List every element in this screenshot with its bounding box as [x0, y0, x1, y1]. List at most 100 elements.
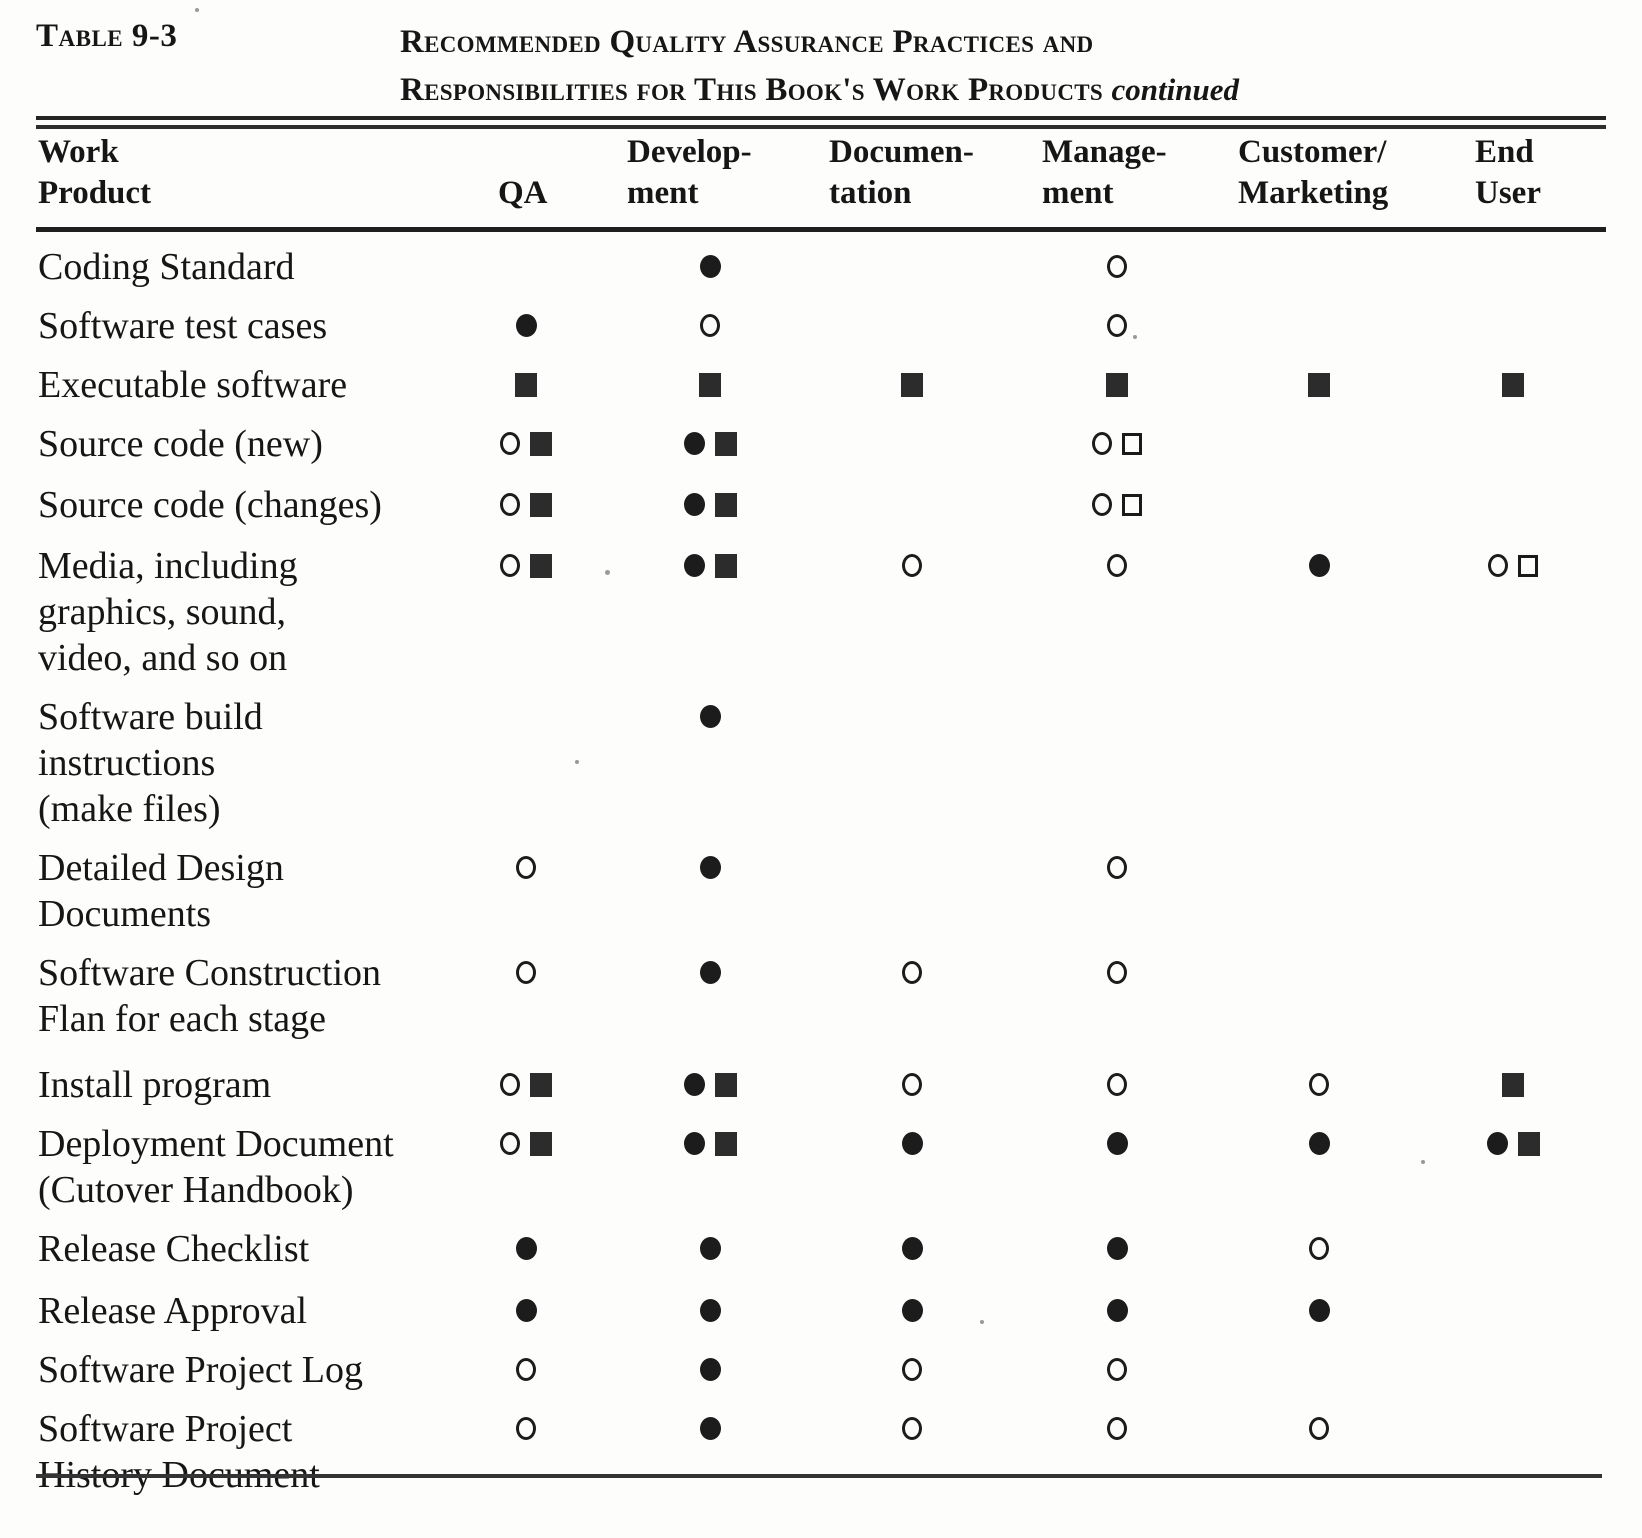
symbol-group — [516, 950, 536, 996]
symbol-group — [515, 303, 537, 349]
symbol-group — [1486, 1121, 1540, 1167]
cell-development — [612, 229, 808, 291]
work-product-line: instructions — [38, 741, 216, 784]
open-circle-symbol — [902, 961, 922, 984]
cell-management — [1016, 1276, 1218, 1335]
cell-development — [612, 350, 808, 409]
table-row: Software Project History Document — [36, 1394, 1606, 1499]
filled-square-symbol — [1502, 372, 1524, 397]
cell-documentation — [808, 938, 1016, 1050]
scan-speck — [575, 760, 579, 764]
cell-qa — [440, 350, 612, 409]
column-header-end_user: End User — [1420, 131, 1606, 232]
cell-end_user — [1420, 1276, 1606, 1335]
cell-qa — [440, 1214, 612, 1276]
cell-qa — [440, 1394, 612, 1499]
cell-customer_marketing — [1218, 1109, 1420, 1214]
table-header: Work Product QA Develop-ment Documen-tation M… — [36, 131, 1606, 232]
symbol-group — [699, 845, 721, 891]
filled-square-symbol — [714, 1131, 737, 1156]
symbol-group — [500, 1062, 552, 1108]
filled-circle-symbol — [699, 1299, 721, 1322]
symbol-group — [516, 845, 536, 891]
cell-customer_marketing — [1218, 1335, 1420, 1394]
filled-square-symbol — [530, 431, 552, 456]
cell-qa — [440, 470, 612, 531]
symbol-group — [1107, 1406, 1127, 1452]
work-product-line: Release Checklist — [38, 1227, 310, 1270]
work-product-line: Release Approval — [38, 1289, 308, 1332]
symbol-group — [516, 1406, 536, 1452]
column-header-management: Manage-ment — [1016, 131, 1218, 232]
symbol-group — [683, 482, 737, 528]
filled-circle-symbol — [1106, 1132, 1128, 1155]
cell-qa — [440, 938, 612, 1050]
filled-square-symbol — [515, 372, 537, 397]
symbol-group — [902, 1406, 922, 1452]
table-row: Software Construction Flan for each stage — [36, 938, 1606, 1050]
cell-qa — [440, 1109, 612, 1214]
column-header-work_product: Work Product — [36, 131, 440, 232]
work-product-label: Software build instructions (make files) — [36, 682, 440, 833]
work-product-line: Deployment Document — [38, 1122, 394, 1165]
symbol-group — [1308, 362, 1330, 408]
filled-square-symbol — [901, 372, 923, 397]
table-row: Media, including graphics, sound, video, a… — [36, 531, 1606, 682]
cell-customer_marketing — [1218, 1276, 1420, 1335]
column-header-line: User — [1475, 174, 1541, 211]
column-header-line: Manage- — [1042, 133, 1167, 170]
work-product-line: Documents — [38, 892, 212, 935]
table-row: Release Approval — [36, 1276, 1606, 1335]
filled-square-symbol — [714, 492, 737, 517]
cell-end_user — [1420, 1109, 1606, 1214]
table-title: Recommended Quality Assurance Practices … — [400, 18, 1400, 114]
symbol-group — [1107, 303, 1127, 349]
open-circle-symbol — [500, 1132, 520, 1155]
cell-documentation — [808, 1276, 1016, 1335]
column-header-customer_marketing: Customer/Marketing — [1218, 131, 1420, 232]
cell-management — [1016, 682, 1218, 833]
column-header-line: ment — [1042, 174, 1114, 211]
open-circle-symbol — [1309, 1417, 1329, 1440]
cell-management — [1016, 470, 1218, 531]
filled-square-symbol — [530, 1072, 552, 1097]
symbol-group — [1092, 421, 1142, 467]
cell-customer_marketing — [1218, 682, 1420, 833]
cell-management — [1016, 1335, 1218, 1394]
cell-documentation — [808, 291, 1016, 350]
cell-documentation — [808, 833, 1016, 938]
symbol-group — [699, 244, 721, 290]
symbol-group — [1309, 1406, 1329, 1452]
work-product-line: Detailed Design — [38, 846, 284, 889]
column-header-development: Develop-ment — [612, 131, 808, 232]
open-circle-symbol — [516, 961, 536, 984]
symbol-group — [699, 1406, 721, 1452]
work-product-line: Executable software — [38, 363, 348, 406]
open-circle-symbol — [1107, 554, 1127, 577]
cell-development — [612, 470, 808, 531]
symbol-group — [500, 421, 552, 467]
filled-circle-symbol — [515, 314, 537, 337]
cell-documentation — [808, 1109, 1016, 1214]
title-continued: continued — [1111, 72, 1239, 107]
symbol-group — [1502, 1062, 1524, 1108]
cell-customer_marketing — [1218, 833, 1420, 938]
cell-customer_marketing — [1218, 938, 1420, 1050]
filled-circle-symbol — [901, 1237, 923, 1260]
symbol-group — [1502, 362, 1524, 408]
cell-management — [1016, 291, 1218, 350]
bottom-rule — [36, 1474, 1602, 1478]
cell-end_user — [1420, 229, 1606, 291]
work-product-line: graphics, sound, — [38, 590, 287, 633]
table-row: Detailed Design Documents — [36, 833, 1606, 938]
symbol-group — [1106, 362, 1128, 408]
symbol-group — [515, 1288, 537, 1334]
open-circle-symbol — [1092, 432, 1112, 455]
filled-circle-symbol — [683, 1073, 705, 1096]
cell-documentation — [808, 229, 1016, 291]
column-header-line: QA — [498, 174, 548, 211]
work-product-line: Media, including — [38, 544, 298, 587]
cell-documentation — [808, 1050, 1016, 1109]
cell-end_user — [1420, 350, 1606, 409]
cell-qa — [440, 1276, 612, 1335]
